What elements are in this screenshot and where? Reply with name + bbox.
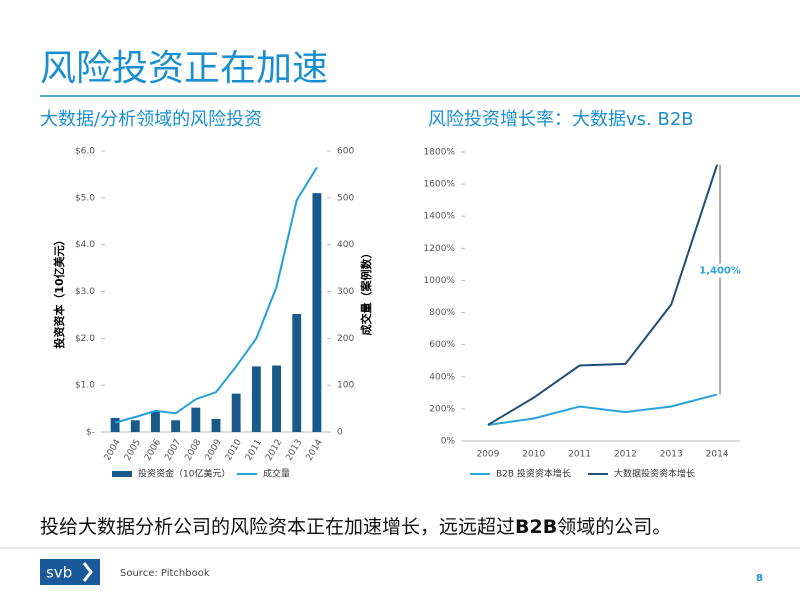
conclusion-text: B2B (515, 516, 557, 538)
legend-label: B2B 投资资本增长 (496, 468, 571, 480)
x-tick-label: 2005 (123, 438, 143, 463)
source: Source: Pitchbook (120, 568, 210, 579)
line (487, 393, 718, 426)
annotation: 1,400% (699, 266, 741, 277)
conclusion-text: 领域的公司。 (557, 516, 671, 538)
x-tick-label: 2014 (706, 450, 729, 460)
y-tick-label: $4.0 (75, 240, 95, 250)
x-tick-label: 2011 (244, 438, 264, 463)
x-tick-label: 2012 (614, 450, 637, 460)
slide-title: 风险投资正在加速 (40, 48, 328, 89)
y2-tick-label: 0 (337, 428, 343, 438)
bar (292, 313, 302, 432)
y2-axis-label: 成交量（案例数） (359, 248, 373, 336)
y-tick-label: 1200% (424, 244, 456, 254)
legend-swatch (112, 471, 132, 477)
x-tick-label: 2007 (163, 438, 183, 463)
y-tick-label: 0% (441, 437, 456, 447)
x-tick-label: 2013 (284, 438, 304, 463)
y-tick-label: 1800% (424, 148, 456, 158)
y-tick-label: 200% (429, 404, 455, 414)
bar (272, 365, 281, 432)
x-tick-label: 2006 (143, 438, 163, 463)
y-tick-label: 800% (429, 308, 455, 318)
y2-tick-label: 400 (337, 240, 354, 250)
bar (251, 366, 261, 432)
y-tick-label: 1400% (424, 212, 456, 222)
x-tick-label: 2004 (103, 438, 123, 463)
bar (110, 417, 120, 432)
y-tick-label: 1000% (424, 276, 456, 286)
annotation-bg (698, 263, 743, 278)
x-tick-label: 2011 (568, 450, 591, 460)
x-tick-label: 2013 (660, 450, 683, 460)
x-tick-label: 2010 (224, 438, 244, 463)
conclusion-text: 投给大数据分析公司的风险资本正在加速增长，远远超过 (40, 516, 515, 538)
y2-tick-label: 100 (337, 381, 354, 391)
y2-tick-label: 600 (337, 147, 354, 157)
bar (151, 410, 160, 432)
chart-title: 大数据/分析领域的风险投资 (40, 109, 262, 130)
x-tick-label: 2014 (305, 438, 325, 463)
line (114, 166, 318, 424)
line (487, 164, 719, 426)
y-axis-label: 投资资本（10亿美元） (52, 234, 66, 348)
page-number: 8 (756, 573, 763, 584)
legend-label: 投资资金（10亿美元） (138, 468, 230, 480)
bar (171, 420, 181, 432)
y2-tick-label: 200 (337, 334, 354, 344)
y-tick-label: 600% (429, 340, 455, 350)
logo-text: svb (46, 564, 72, 582)
y-tick-label: $2.0 (75, 334, 95, 344)
x-tick-label: 2012 (264, 438, 284, 463)
y2-tick-label: 500 (337, 193, 354, 203)
legend-label: 大数据投资资本增长 (614, 468, 695, 480)
bar (191, 407, 201, 432)
y-tick-label: $6.0 (75, 147, 95, 157)
y-tick-label: $1.0 (75, 381, 95, 391)
y-tick-label: $- (86, 428, 95, 438)
legend-label: 成交量 (263, 468, 290, 480)
bar (231, 393, 241, 432)
logo-chevron (82, 562, 93, 582)
x-tick-label: 2009 (476, 450, 499, 460)
x-tick-label: 2008 (183, 438, 203, 463)
chart-title: 风险投资增长率：大数据vs. B2B (428, 109, 694, 130)
x-tick-label: 2009 (204, 438, 224, 463)
conclusion: 投给大数据分析公司的风险资本正在加速增长，远远超过B2B领域的公司。 (40, 516, 671, 538)
y2-tick-label: 300 (337, 287, 354, 297)
y-tick-label: 400% (429, 372, 455, 382)
x-tick-label: 2010 (522, 450, 545, 460)
bar (312, 193, 322, 432)
bar (130, 420, 140, 432)
bar (211, 418, 221, 432)
y-tick-label: $5.0 (75, 193, 95, 203)
y-tick-label: $3.0 (75, 287, 95, 297)
y-tick-label: 1600% (424, 180, 456, 190)
